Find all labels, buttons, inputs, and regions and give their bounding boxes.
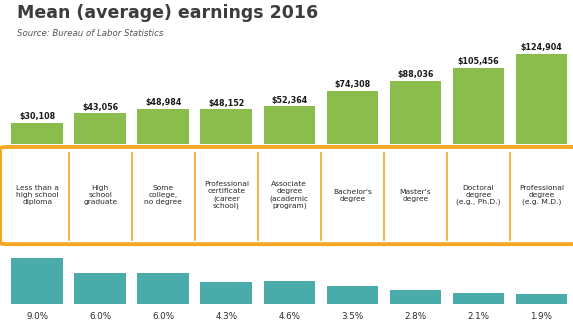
Text: $43,056: $43,056 [82, 103, 119, 112]
Text: $52,364: $52,364 [271, 96, 308, 105]
Bar [516, 54, 567, 144]
FancyBboxPatch shape [0, 147, 573, 244]
Text: Professional
degree
(e.g. M.D.): Professional degree (e.g. M.D.) [519, 185, 564, 205]
Bar [74, 113, 126, 144]
Text: 6.0%: 6.0% [89, 312, 111, 321]
Text: 1.9%: 1.9% [531, 312, 552, 321]
Text: 2.1%: 2.1% [468, 312, 489, 321]
Text: 3.5%: 3.5% [342, 312, 363, 321]
Bar [264, 107, 315, 144]
Text: Less than a
high school
diploma: Less than a high school diploma [16, 185, 58, 205]
Bar [11, 258, 63, 304]
Bar [327, 286, 378, 304]
Bar [11, 123, 63, 144]
Text: $124,904: $124,904 [521, 43, 562, 52]
Text: Associate
degree
(academic
program): Associate degree (academic program) [270, 181, 309, 209]
Text: Master's
degree: Master's degree [399, 189, 431, 202]
Bar [138, 274, 189, 304]
Text: $88,036: $88,036 [397, 70, 434, 79]
Text: $105,456: $105,456 [458, 57, 499, 66]
Bar [138, 109, 189, 144]
Bar [516, 294, 567, 304]
Text: Some
college,
no degree: Some college, no degree [144, 185, 182, 205]
Text: 4.6%: 4.6% [278, 312, 300, 321]
Bar [74, 274, 126, 304]
Text: Doctoral
degree
(e.g., Ph.D.): Doctoral degree (e.g., Ph.D.) [456, 185, 501, 205]
Text: 2.8%: 2.8% [405, 312, 426, 321]
Text: Professional
certificate
(career
school): Professional certificate (career school) [204, 181, 249, 209]
Text: Bachelor's
degree: Bachelor's degree [333, 189, 372, 202]
Bar [327, 91, 378, 144]
Bar [201, 110, 252, 144]
Text: Mean (average) earnings 2016: Mean (average) earnings 2016 [17, 4, 318, 22]
Text: $30,108: $30,108 [19, 112, 56, 121]
Text: $48,152: $48,152 [208, 99, 245, 108]
Text: 6.0%: 6.0% [152, 312, 174, 321]
Text: 4.3%: 4.3% [215, 312, 237, 321]
Bar [390, 81, 441, 144]
Text: Source: Bureau of Labor Statistics: Source: Bureau of Labor Statistics [17, 29, 163, 38]
Text: 9.0%: 9.0% [26, 312, 48, 321]
Text: $74,308: $74,308 [334, 80, 371, 89]
Bar [264, 281, 315, 304]
Bar [201, 282, 252, 304]
Bar [453, 68, 504, 144]
Text: High
school
graduate: High school graduate [83, 185, 117, 205]
Bar [390, 290, 441, 304]
Bar [453, 293, 504, 304]
Text: $48,984: $48,984 [145, 98, 182, 108]
